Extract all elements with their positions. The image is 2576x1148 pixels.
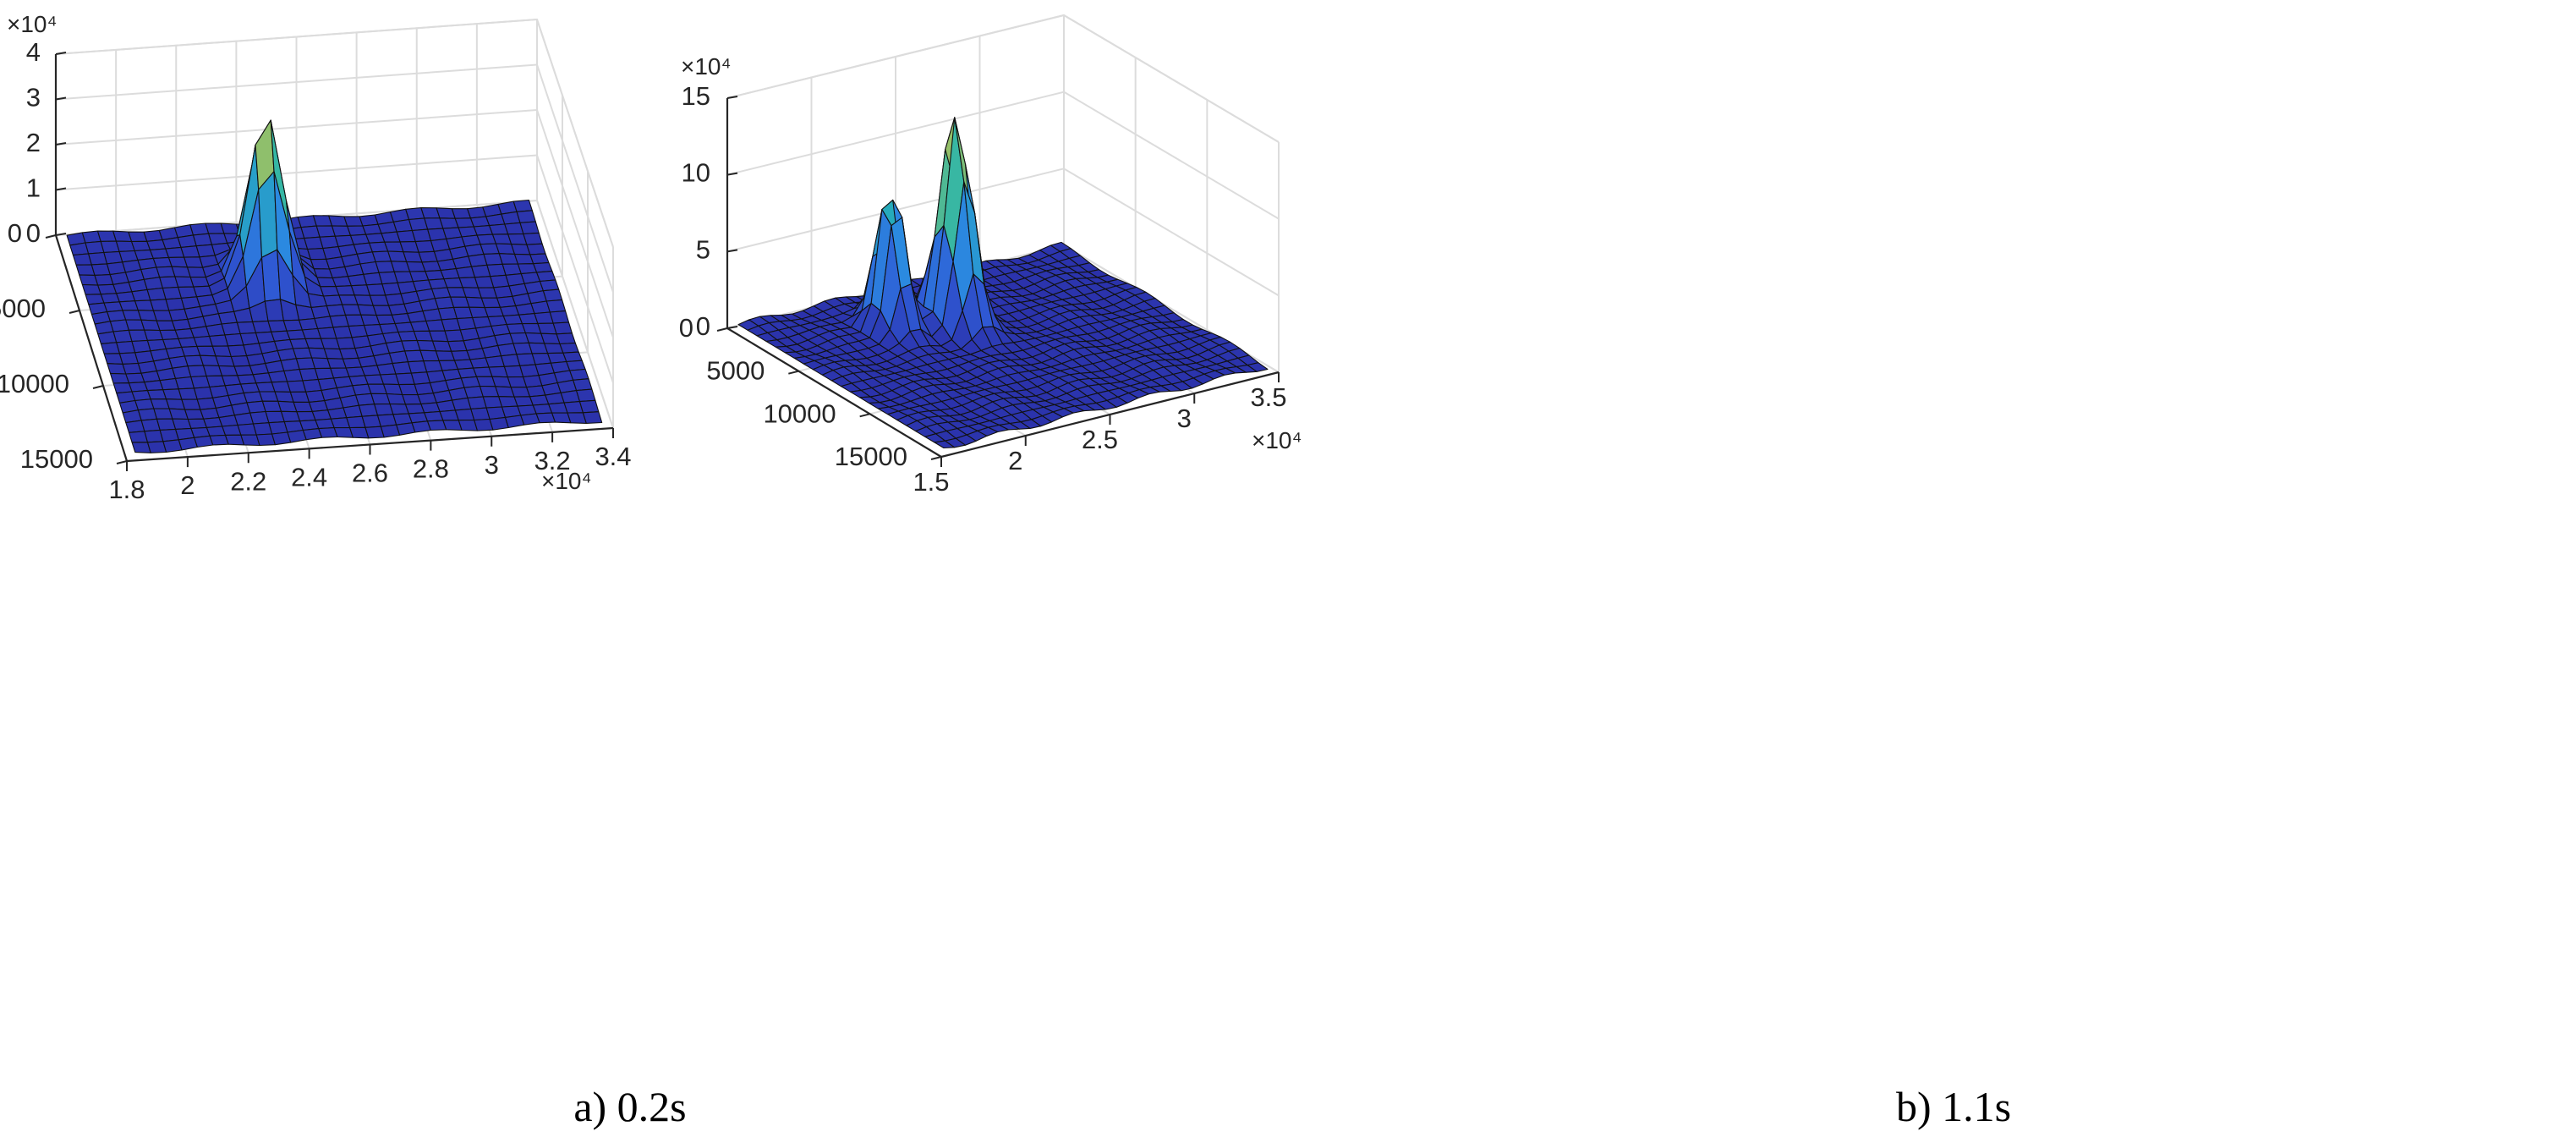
y-tick	[859, 413, 870, 418]
z-tick-label: 0	[26, 218, 41, 248]
grid-line	[1063, 168, 1280, 297]
x-tick-label: 1.5	[913, 467, 949, 497]
y-tick-label: 15000	[835, 442, 907, 471]
surface-face	[562, 351, 583, 363]
z-tick	[55, 142, 67, 146]
grid-line	[536, 64, 614, 293]
y-tick	[788, 370, 799, 375]
surface-face	[519, 221, 540, 235]
x-tick-label: 2	[1008, 446, 1022, 475]
x-tick-label: 2.6	[352, 459, 388, 488]
grid-line	[1063, 91, 1280, 220]
surface-mesh	[737, 117, 1269, 449]
x-tick-label: 1.8	[108, 475, 145, 504]
x-tick-label: 2.4	[291, 462, 327, 492]
x-tick-label: 3.2	[534, 446, 571, 475]
y-tick-label: 0	[8, 218, 22, 248]
surface-face	[516, 210, 536, 223]
grid-line	[536, 200, 614, 429]
y-tick-label: 5000	[0, 294, 46, 323]
x-tick-label: 3.5	[1250, 382, 1286, 412]
x-tick-label: 3	[485, 450, 499, 480]
grid-line	[55, 109, 538, 146]
z-tick	[55, 187, 67, 191]
surface-face	[526, 243, 546, 255]
caption-b: b) 1.1s	[1896, 1083, 2011, 1130]
surface-face	[1247, 362, 1269, 372]
y-tick-label: 10000	[0, 369, 69, 398]
surface-face	[542, 288, 563, 302]
caption-a: a) 0.2s	[573, 1083, 686, 1130]
z-tick	[726, 172, 738, 176]
y-axis-line	[54, 234, 129, 462]
z-tick	[55, 233, 67, 236]
surface-face	[512, 199, 533, 212]
y-tick-label: 0	[679, 313, 693, 343]
x-tick-label: 2.2	[230, 466, 266, 496]
surface-face	[559, 342, 579, 354]
x-tick-label: 2.5	[1082, 425, 1118, 454]
x-tick-label: 2	[180, 470, 195, 500]
y-tick	[92, 385, 104, 389]
z-tick	[726, 96, 738, 99]
grid-line	[55, 63, 538, 101]
x-exponent-label: ×10⁴	[1252, 427, 1302, 453]
grid-line	[55, 154, 538, 191]
surface-face	[545, 299, 567, 313]
surface-face	[556, 332, 576, 345]
surface-face	[539, 279, 560, 292]
x-exponent-label: ×10⁴	[541, 468, 592, 494]
z-tick	[726, 326, 738, 329]
z-tick-label: 0	[696, 311, 710, 341]
axes: 1.822.22.42.62.833.23.4×10⁴0500010000150…	[0, 11, 632, 504]
y-tick	[45, 234, 57, 239]
y-tick-label: 15000	[20, 444, 93, 474]
surface-face	[549, 310, 570, 324]
surface-face	[533, 261, 553, 273]
z-tick-label: 15	[682, 81, 710, 111]
surface-plot-a: 1.822.22.42.62.833.23.4×10⁴0500010000150…	[0, 11, 632, 504]
z-tick	[55, 52, 67, 55]
surface-face	[576, 388, 596, 403]
y-tick-label: 10000	[763, 398, 836, 428]
z-tick-label: 4	[26, 37, 41, 67]
surface-face	[529, 253, 550, 265]
y-tick-label: 5000	[706, 356, 765, 386]
wall-outline	[726, 14, 1280, 143]
x-tick-label: 2.8	[413, 454, 449, 484]
grid-line	[536, 155, 614, 383]
surface-mesh	[66, 119, 603, 453]
x-tick-label: 3.4	[595, 442, 631, 471]
z-tick	[726, 249, 738, 253]
surface-face	[573, 378, 593, 392]
surface-face	[582, 411, 603, 424]
z-tick-label: 5	[696, 234, 710, 264]
y-tick	[716, 327, 728, 332]
z-tick-label: 10	[682, 158, 710, 188]
surface-face	[578, 399, 600, 414]
surface-face	[552, 321, 573, 335]
x-tick-label: 3	[1177, 404, 1192, 433]
y-axis-line	[726, 327, 942, 458]
z-tick	[55, 96, 67, 101]
grid-line	[536, 109, 614, 338]
z-exponent-label: ×10⁴	[7, 11, 58, 37]
surface-face	[523, 232, 543, 245]
y-tick	[116, 460, 128, 464]
surface-face	[569, 368, 589, 381]
y-tick	[930, 456, 942, 460]
grid-line	[726, 91, 1065, 176]
y-tick	[69, 310, 80, 314]
z-exponent-label: ×10⁴	[681, 53, 732, 80]
z-tick-label: 3	[26, 83, 41, 113]
z-tick-label: 2	[26, 128, 41, 157]
z-tick-label: 1	[26, 173, 41, 203]
